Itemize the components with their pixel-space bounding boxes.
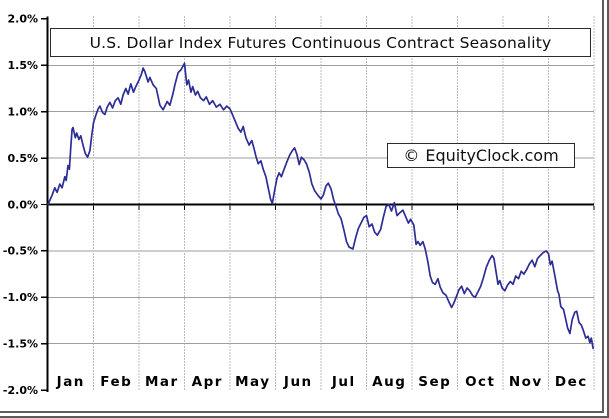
svg-text:Oct: Oct [465, 374, 495, 390]
watermark-box: © EquityClock.com [387, 143, 575, 168]
svg-text:May: May [235, 374, 270, 390]
svg-text:2.0%: 2.0% [7, 13, 38, 26]
svg-text:Jan: Jan [56, 374, 85, 390]
svg-text:-1.0%: -1.0% [3, 291, 38, 304]
svg-text:-1.5%: -1.5% [3, 338, 38, 351]
svg-text:Sep: Sep [418, 374, 451, 390]
svg-text:Jun: Jun [283, 374, 313, 390]
svg-text:Feb: Feb [100, 374, 132, 390]
svg-text:Aug: Aug [372, 374, 406, 390]
svg-text:Mar: Mar [145, 374, 179, 390]
svg-text:0.0%: 0.0% [7, 198, 38, 211]
svg-text:-2.0%: -2.0% [3, 384, 38, 397]
svg-text:-0.5%: -0.5% [3, 245, 38, 258]
svg-text:0.5%: 0.5% [7, 152, 38, 165]
chart-plot-area: 2.0% 1.5% 1.0% 0.5% 0.0% -0.5% -1.0% -1.5% -2.0%… [3, 13, 595, 397]
svg-text:1.0%: 1.0% [7, 106, 38, 119]
svg-text:1.5%: 1.5% [7, 59, 38, 72]
copyright-icon: © [403, 146, 420, 165]
svg-text:Apr: Apr [192, 374, 223, 390]
svg-text:Jul: Jul [331, 374, 356, 390]
svg-text:Dec: Dec [555, 374, 588, 390]
chart-title: U.S. Dollar Index Futures Continuous Con… [89, 33, 552, 52]
chart-title-box: U.S. Dollar Index Futures Continuous Con… [50, 28, 591, 57]
watermark-text: EquityClock.com [425, 146, 559, 165]
svg-text:Nov: Nov [509, 374, 543, 390]
